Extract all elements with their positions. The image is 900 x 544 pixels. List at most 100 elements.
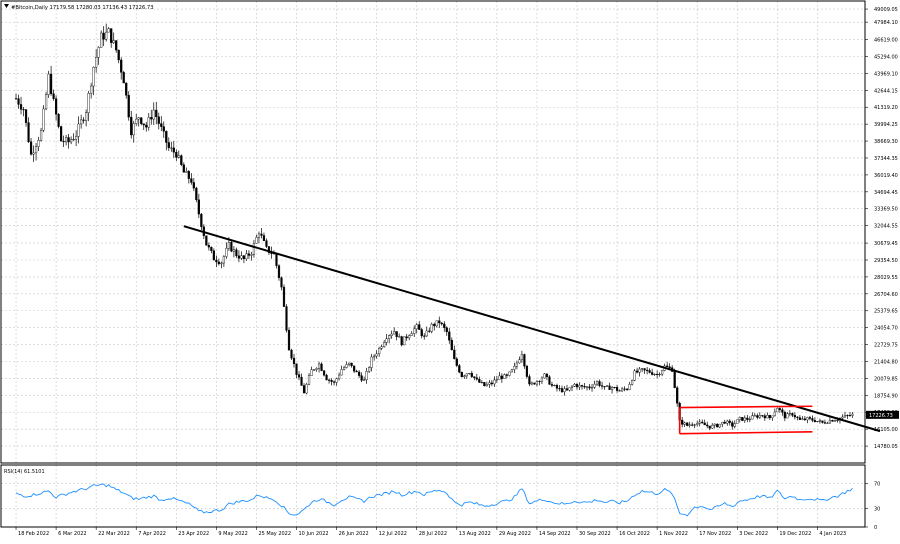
candle-body (833, 420, 837, 422)
candle-body (836, 420, 839, 422)
candle-body (438, 320, 441, 324)
candle-body (470, 373, 473, 377)
candle-body (798, 417, 801, 420)
candle-body (823, 422, 827, 424)
candle-body (723, 421, 726, 424)
candle-body (137, 117, 140, 120)
candle-body (373, 355, 376, 358)
candle-body (726, 420, 729, 424)
y-tick-label: 20079.85 (874, 376, 898, 382)
y-tick-label: 41319.20 (874, 105, 898, 111)
candle-body (29, 141, 33, 155)
candle-body (498, 375, 501, 380)
candle-body (440, 322, 443, 325)
candle-body (170, 147, 173, 149)
candle-body (768, 415, 771, 419)
candle-body (808, 417, 812, 419)
candle-body (475, 377, 478, 380)
candle-body (543, 373, 546, 379)
candle-body (773, 411, 776, 417)
candle-body (758, 415, 761, 418)
candle-body (821, 420, 824, 423)
candle-body (433, 323, 436, 327)
candle-body (383, 342, 386, 347)
chart-title: #Bitcoin,Daily 17179.58 17280.03 17136.4… (11, 5, 154, 11)
candle-body (358, 371, 361, 376)
candle-body (265, 240, 268, 247)
candle-body (400, 336, 403, 346)
candle-body (528, 376, 531, 385)
candle-body (478, 378, 481, 383)
candle-body (49, 73, 53, 94)
candle-body (22, 109, 25, 111)
candle-body (648, 370, 651, 373)
candle-body (673, 371, 676, 388)
candle-body (142, 123, 145, 126)
candle-body (508, 371, 511, 376)
candle-body (267, 246, 271, 253)
candle-body (656, 373, 659, 375)
descending-trendline (183, 225, 881, 433)
candle-body (535, 380, 539, 385)
candle-body (428, 330, 431, 332)
candle-body (583, 386, 586, 388)
candle-body (32, 152, 35, 155)
candle-body (623, 388, 626, 390)
candle-body (701, 421, 704, 424)
x-tick-label: 19 Dec 2022 (779, 531, 811, 537)
candle-body (793, 415, 796, 418)
x-tick-label: 30 Sep 2022 (579, 531, 611, 537)
y-tick-label: 14780.05 (874, 444, 898, 450)
candle-body (102, 32, 105, 40)
candle-body (523, 354, 526, 367)
candle-body (112, 40, 115, 43)
candle-body (282, 286, 286, 307)
candle-body (813, 420, 817, 422)
rsi-line (15, 483, 853, 517)
candle-body (585, 386, 589, 388)
candle-body (150, 117, 153, 120)
candle-body (443, 323, 446, 328)
candle-body (503, 374, 506, 379)
y-tick-label: 45294.00 (874, 54, 898, 60)
candle-body (435, 320, 438, 327)
candle-body (738, 417, 741, 420)
y-tick-label: 43969.10 (874, 71, 898, 77)
candle-body (152, 109, 155, 120)
y-tick-label: 46619.00 (874, 38, 898, 44)
candle-body (87, 93, 90, 113)
candle-body (140, 117, 143, 124)
candle-body (693, 424, 696, 426)
candle-body (167, 142, 170, 149)
candle-body (610, 387, 614, 390)
candle-body (540, 377, 544, 382)
x-tick-label: 4 Jan 2023 (819, 531, 846, 537)
current-price-box (866, 410, 899, 419)
candle-body (27, 122, 30, 142)
candle-body (796, 416, 799, 418)
candle-body (197, 199, 200, 215)
candle-body (488, 382, 491, 385)
x-tick-label: 22 Mar 2022 (98, 531, 130, 537)
candle-body (135, 118, 138, 124)
candle-body (698, 421, 701, 424)
y-tick-label: 28029.55 (874, 275, 898, 281)
candle-body (305, 384, 308, 394)
candle-body (310, 369, 313, 376)
candle-body (393, 331, 396, 335)
candle-body (786, 413, 789, 419)
candle-body (818, 420, 822, 422)
candle-body (75, 136, 78, 140)
x-tick-label: 12 Jul 2022 (379, 531, 407, 537)
x-tick-label: 28 Jul 2022 (419, 531, 447, 537)
candle-body (846, 414, 849, 416)
candle-body (155, 109, 158, 118)
candle-body (312, 369, 316, 371)
candle-body (227, 242, 230, 249)
candle-body (555, 385, 559, 389)
candle-body (19, 104, 23, 110)
candle-body (748, 418, 751, 420)
rsi-tick-label: 30 (874, 506, 880, 512)
candle-body (633, 370, 636, 381)
candle-body (791, 413, 794, 416)
